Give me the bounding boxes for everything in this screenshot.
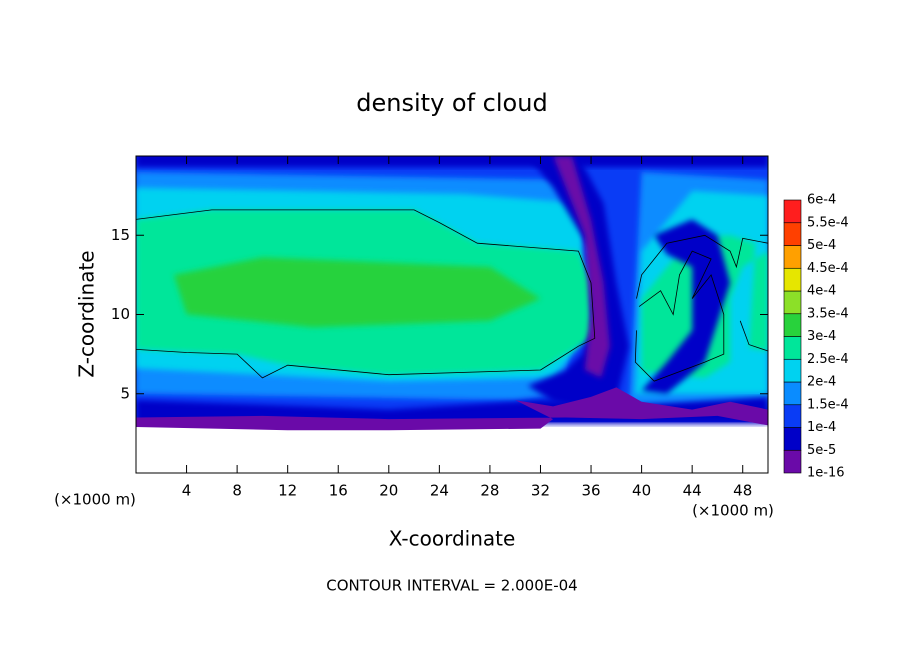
x-tick-label: 12 <box>278 482 297 500</box>
colorbar-swatch <box>783 404 802 428</box>
colorbar-swatch <box>783 381 802 406</box>
colorbar-label: 4.5e-4 <box>807 261 849 276</box>
colorbar-swatch <box>783 358 802 383</box>
x-tick-label: 8 <box>232 482 242 500</box>
colorbar-label: 1e-16 <box>807 466 845 481</box>
contour-line <box>634 250 725 382</box>
x-tick-label: 16 <box>329 482 348 500</box>
y-tick-label: 10 <box>111 305 130 323</box>
x-tick-label: 28 <box>480 482 499 500</box>
colorbar-label: 3.5e-4 <box>807 306 849 321</box>
contour-line <box>136 209 596 379</box>
x-tick-label: 32 <box>531 482 550 500</box>
x-tick-label: 44 <box>683 482 702 500</box>
x-tick-label: 20 <box>379 482 398 500</box>
field-region <box>553 156 610 378</box>
colorbar-swatch <box>783 199 802 224</box>
colorbar-swatch <box>783 313 802 337</box>
colorbar-swatch <box>783 222 802 246</box>
colorbar-label: 5e-5 <box>807 443 836 458</box>
contour-line <box>636 234 768 299</box>
colorbar-label: 1.5e-4 <box>807 397 849 412</box>
y-tick-label: 15 <box>111 226 130 244</box>
colorbar-label: 5.5e-4 <box>807 215 849 230</box>
x-axis-label: X-coordinate <box>389 527 516 551</box>
colorbar-label: 4e-4 <box>807 284 836 299</box>
field <box>136 156 768 431</box>
x-tick-label: 24 <box>430 482 449 500</box>
colorbar-swatch <box>783 267 802 292</box>
colorbar-label: 2e-4 <box>807 375 836 390</box>
colorbar-label: 1e-4 <box>807 420 836 435</box>
x-tick-label: 48 <box>733 482 752 500</box>
x-tick-label: 36 <box>581 482 600 500</box>
colorbar-label: 6e-4 <box>807 193 836 208</box>
x-tick-label: 4 <box>182 482 192 500</box>
colorbar-label: 3e-4 <box>807 329 836 344</box>
field-region <box>173 257 541 328</box>
contour-line <box>739 320 768 352</box>
field-region <box>136 387 768 431</box>
y-axis-label: Z-coordinate <box>75 250 99 377</box>
x-unit: (×1000 m) <box>54 491 136 509</box>
colorbar-swatch <box>783 290 802 315</box>
y-tick-label: 5 <box>120 384 130 402</box>
colorbar-swatch <box>783 427 802 451</box>
colorbar-label: 5e-4 <box>807 238 836 253</box>
field-region <box>641 219 731 394</box>
colorbar-swatch <box>783 245 802 269</box>
footnote: CONTOUR INTERVAL = 2.000E-04 <box>326 577 577 595</box>
x-unit: (×1000 m) <box>692 502 774 520</box>
field-region <box>136 156 768 168</box>
x-tick-label: 40 <box>632 482 651 500</box>
colorbar-swatch <box>783 336 802 360</box>
chart-title: density of cloud <box>356 89 547 117</box>
colorbar-label: 2.5e-4 <box>807 352 849 367</box>
colorbar-swatch <box>783 449 802 474</box>
